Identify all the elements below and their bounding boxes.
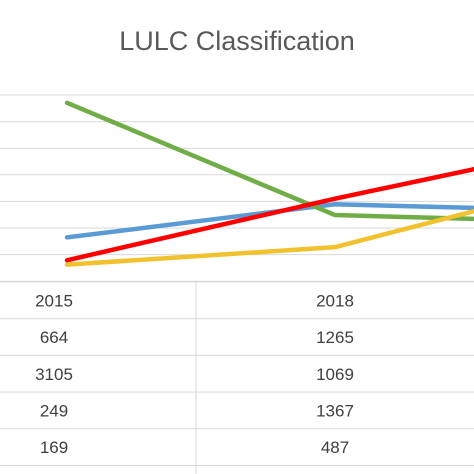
table-value-cell: 3105 — [35, 365, 73, 384]
table-header-cell: 2018 — [316, 291, 354, 310]
table-value-cell: 169 — [40, 438, 68, 457]
table-value-cell: 1265 — [316, 328, 354, 347]
table-value-cell: 664 — [40, 328, 68, 347]
series-lines — [64, 100, 474, 267]
table-value-cell: 1069 — [316, 365, 354, 384]
table-value-cell: 1367 — [316, 401, 354, 420]
table-value-cell: 249 — [40, 401, 68, 420]
series-line-4 — [64, 208, 474, 267]
table-header-cell: 2015 — [35, 291, 73, 310]
series-line-3 — [64, 166, 474, 263]
series-line-2 — [64, 100, 474, 222]
series-line-1 — [64, 202, 474, 240]
table-value-cell: 487 — [321, 438, 349, 457]
chart-title: LULC Classification — [119, 26, 355, 56]
gridlines — [0, 94, 474, 282]
data-table: 2015 2018 664 1265 3105 1069 249 1367 169 487 — [0, 281, 474, 474]
